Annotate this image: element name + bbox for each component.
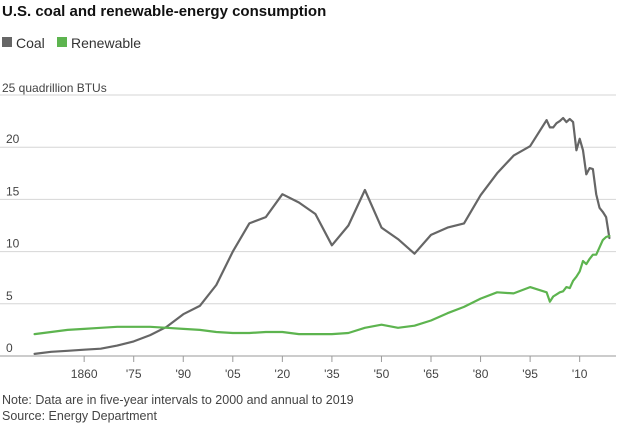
x-tick-label: '05 bbox=[225, 367, 241, 381]
legend: Coal Renewable bbox=[2, 35, 141, 51]
x-tick-label: '95 bbox=[522, 367, 538, 381]
legend-item-coal: Coal bbox=[2, 35, 45, 51]
legend-swatch-coal bbox=[2, 37, 12, 47]
legend-item-renewable: Renewable bbox=[57, 35, 141, 51]
x-tick-label: '20 bbox=[275, 367, 291, 381]
x-tick-label: '65 bbox=[423, 367, 439, 381]
legend-label-coal: Coal bbox=[16, 35, 45, 51]
chart-note: Note: Data are in five-year intervals to… bbox=[2, 393, 354, 407]
grid-lines bbox=[0, 94, 616, 357]
x-tick-label: '50 bbox=[374, 367, 390, 381]
series-lines bbox=[33, 116, 611, 355]
y-axis-ticks: 0 5 10 15 20 bbox=[6, 132, 20, 355]
y-tick-label: 5 bbox=[6, 289, 13, 303]
x-tick-label: '80 bbox=[473, 367, 489, 381]
x-tick-label: '90 bbox=[175, 367, 191, 381]
x-tick-label: '10 bbox=[572, 367, 588, 381]
x-axis-ticks: 1860 '75 '90 '05 '20 '35 '50 '65 '80 '95 '10 bbox=[71, 356, 588, 381]
x-tick-label: 1860 bbox=[71, 367, 98, 381]
series-line-coal bbox=[33, 116, 611, 355]
chart-source: Source: Energy Department bbox=[2, 409, 157, 423]
y-tick-label: 15 bbox=[6, 184, 20, 198]
chart-title: U.S. coal and renewable-energy consumpti… bbox=[2, 3, 326, 20]
legend-label-renewable: Renewable bbox=[71, 35, 141, 51]
x-tick-label: '35 bbox=[324, 367, 340, 381]
series-line-renewable bbox=[33, 234, 611, 336]
legend-swatch-renewable bbox=[57, 37, 67, 47]
x-tick-label: '75 bbox=[126, 367, 142, 381]
y-tick-label: 20 bbox=[6, 132, 20, 146]
y-tick-label: 10 bbox=[6, 237, 20, 251]
y-tick-label: 0 bbox=[6, 341, 13, 355]
y-axis-unit-label: 25 quadrillion BTUs bbox=[2, 81, 107, 95]
